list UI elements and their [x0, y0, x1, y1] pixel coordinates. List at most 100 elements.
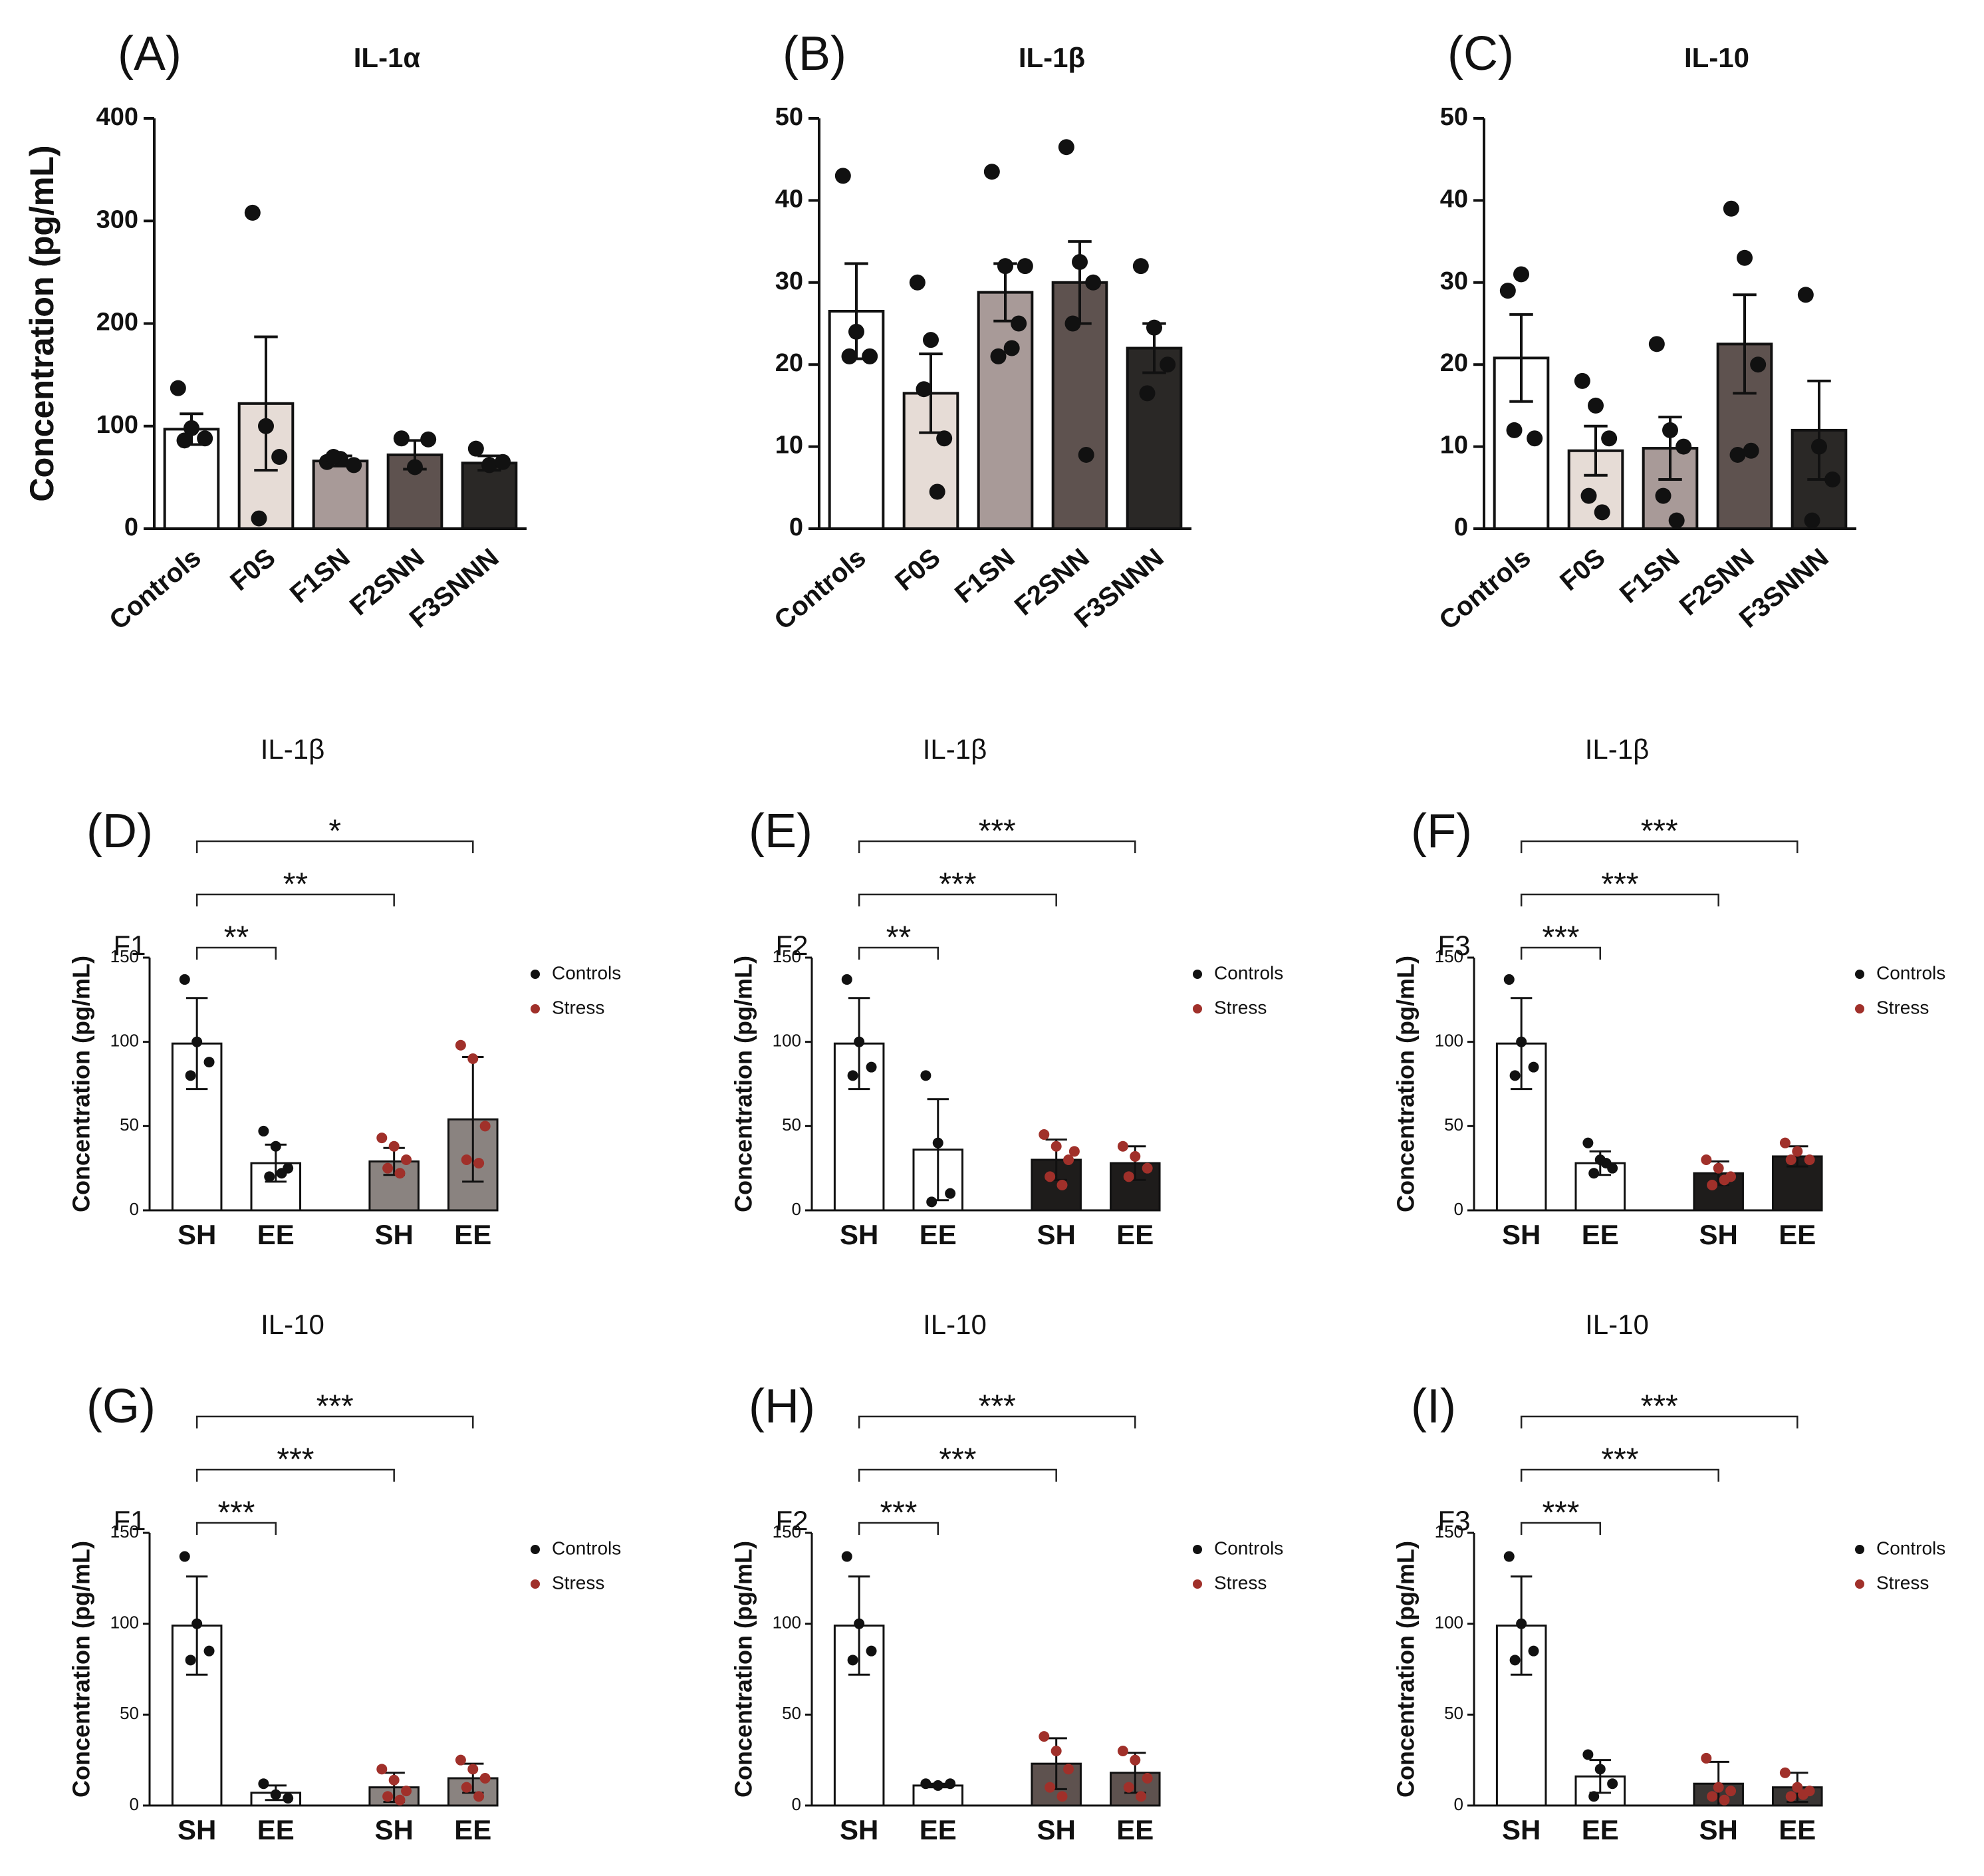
significance-label: ** [283, 867, 308, 902]
significance-label: *** [979, 1389, 1016, 1424]
data-point [394, 1794, 406, 1806]
x-tick-label: SH [374, 1219, 413, 1250]
y-tick-label: 50 [120, 1703, 139, 1723]
data-point [1527, 430, 1543, 447]
data-point [1045, 1171, 1056, 1182]
data-point [1668, 512, 1685, 529]
data-point [407, 459, 423, 475]
data-point [1798, 1789, 1809, 1800]
data-point [1662, 422, 1678, 438]
data-point [264, 1171, 275, 1182]
legend-marker [1193, 1545, 1202, 1554]
data-point [834, 168, 851, 184]
y-axis-label: Concentration (pg/mL) [68, 1541, 95, 1798]
data-point [1750, 356, 1767, 373]
data-point [1675, 438, 1692, 455]
data-point [1574, 372, 1590, 389]
chart-title: IL-1β [1019, 42, 1085, 73]
x-tick-label: EE [920, 1814, 957, 1845]
bar [902, 392, 959, 531]
data-point [847, 1655, 858, 1666]
y-tick-label: 100 [96, 411, 138, 439]
data-point [1051, 1140, 1062, 1152]
data-point [1779, 1767, 1791, 1778]
legend-label: Stress [1876, 1572, 1929, 1593]
data-point [1117, 1746, 1128, 1756]
data-point [1824, 471, 1841, 487]
x-tick-label: EE [1116, 1219, 1154, 1250]
data-point [854, 1036, 865, 1047]
data-point [1811, 438, 1827, 455]
data-point [467, 1764, 479, 1775]
data-point [495, 454, 511, 470]
legend-label: Controls [1214, 1538, 1283, 1558]
data-point [862, 348, 878, 364]
panel-label: (A) [118, 27, 182, 80]
x-tick-label: F0S [225, 543, 281, 597]
data-point [932, 1137, 943, 1148]
data-point [244, 204, 261, 221]
y-tick-label: 0 [130, 1199, 139, 1219]
y-tick-label: 50 [782, 1115, 801, 1135]
panel-label: (C) [1447, 27, 1514, 80]
data-point [923, 332, 939, 348]
significance-label: *** [880, 1496, 917, 1531]
data-point [473, 1158, 485, 1169]
data-point [1785, 1791, 1797, 1802]
bar [912, 1784, 964, 1807]
significance-bracket [858, 1415, 1136, 1428]
y-tick-label: 0 [130, 1794, 139, 1814]
significance-bracket [195, 1468, 395, 1482]
data-point [170, 380, 186, 396]
significance-label: ** [224, 920, 249, 956]
x-tick-label: SH [1699, 1219, 1737, 1250]
chart-title: IL-10 [1585, 1309, 1649, 1340]
x-tick-label: EE [257, 1814, 295, 1845]
data-point [1039, 1731, 1050, 1742]
data-point [197, 430, 213, 447]
significance-bracket [195, 946, 277, 960]
legend-marker [531, 1579, 540, 1589]
data-point [1499, 283, 1516, 299]
data-point [1503, 1551, 1515, 1562]
x-tick-label: SH [1502, 1814, 1541, 1845]
data-point [1051, 1746, 1062, 1756]
y-tick-label: 50 [1444, 1115, 1463, 1135]
y-tick-label: 200 [96, 309, 138, 336]
significance-label: *** [939, 1442, 976, 1478]
data-point [191, 1036, 203, 1047]
data-point [1011, 315, 1027, 332]
data-point [184, 420, 199, 436]
significance-label: *** [316, 1389, 354, 1424]
data-point [1085, 274, 1102, 291]
panel-label: (F) [1411, 805, 1472, 858]
x-tick-label: EE [1779, 1219, 1816, 1250]
significance-label: *** [1641, 1389, 1678, 1424]
bar [312, 460, 369, 531]
data-point [1064, 315, 1081, 332]
data-point [479, 1121, 491, 1132]
panel-label: (B) [783, 27, 846, 80]
y-axis-label: Concentration (pg/mL) [1392, 1541, 1420, 1798]
data-point [1723, 200, 1739, 217]
group-label: F1 [113, 930, 146, 961]
x-tick-label: EE [454, 1219, 491, 1250]
significance-bracket [858, 1468, 1057, 1482]
data-point [1701, 1752, 1712, 1764]
chart-title: IL-1α [354, 42, 421, 73]
data-point [1804, 1154, 1815, 1165]
x-tick-label: SH [1699, 1814, 1737, 1845]
legend-marker [1193, 1579, 1202, 1589]
data-point [179, 974, 190, 985]
data-point [1146, 319, 1162, 336]
data-point [916, 381, 932, 398]
y-tick-label: 100 [1435, 1031, 1463, 1051]
data-point [841, 1551, 852, 1562]
x-tick-label: EE [1582, 1814, 1619, 1845]
data-point [401, 1786, 412, 1797]
x-tick-label: EE [1116, 1814, 1154, 1845]
legend-marker [1855, 1004, 1864, 1013]
data-point [1509, 1070, 1521, 1081]
data-point [1785, 1154, 1797, 1165]
significance-bracket [195, 893, 395, 906]
